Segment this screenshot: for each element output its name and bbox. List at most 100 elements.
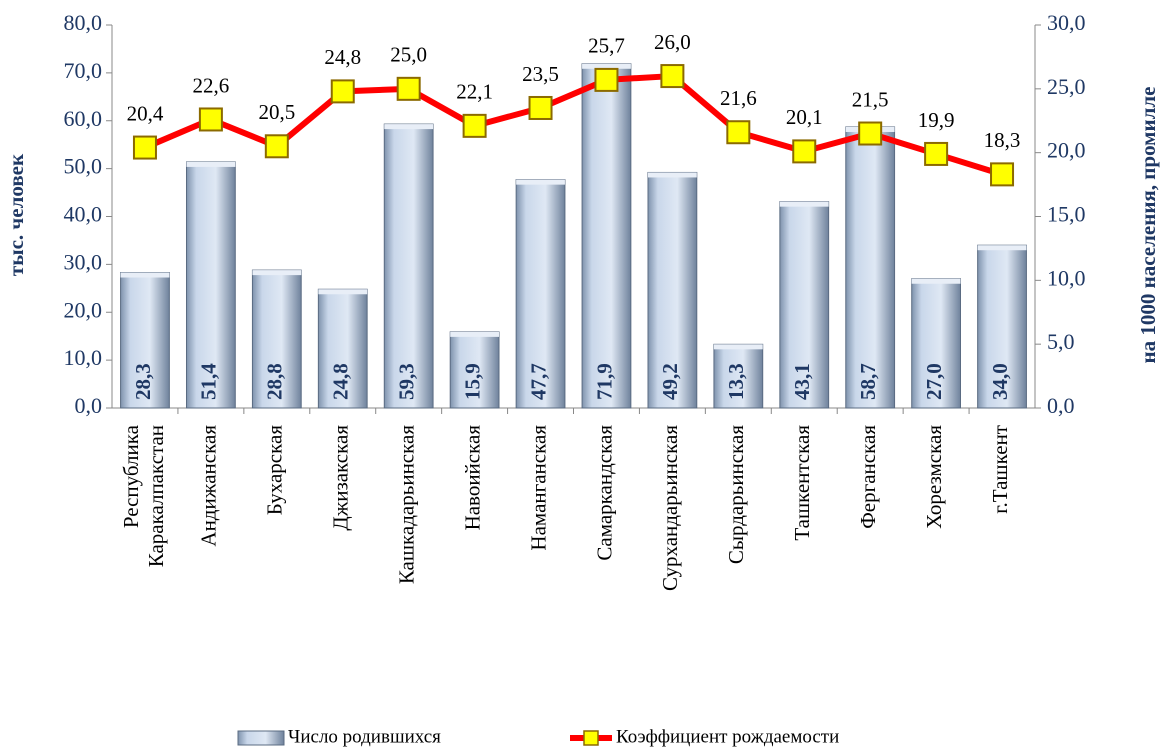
y2-axis-title: на 1000 населения, промилле — [1136, 87, 1160, 364]
y2-tick-label: 30,0 — [1047, 10, 1086, 35]
bar-value-label: 51,4 — [197, 363, 221, 400]
y2-tick-label: 15,0 — [1047, 202, 1086, 227]
line-value-label: 24,8 — [324, 45, 361, 69]
y-tick-label: 10,0 — [64, 345, 103, 370]
bar — [317, 288, 368, 409]
marker — [528, 95, 553, 120]
line-value-label: 25,7 — [588, 34, 625, 58]
x-tick-label: Сырдарьинская — [724, 425, 748, 564]
x-tick-label: Самаркандская — [592, 425, 616, 561]
bar-top — [516, 179, 565, 185]
y-tick-label: 0,0 — [75, 393, 103, 418]
bar-top — [252, 270, 302, 276]
y-tick-label: 30,0 — [64, 249, 103, 274]
bar-value-label: 49,2 — [658, 363, 682, 400]
line-value-label: 18,3 — [984, 128, 1021, 152]
bar — [977, 244, 1027, 409]
y-tick-label: 20,0 — [64, 297, 103, 322]
x-tick-label: Андижанская — [197, 425, 221, 547]
line-value-label: 22,6 — [193, 73, 230, 97]
x-tick-label: Кашкадарьинская — [394, 425, 418, 585]
bar-value-label: 27,0 — [922, 363, 946, 400]
bar-value-label: 47,7 — [526, 363, 550, 400]
bar-top — [779, 201, 829, 207]
y2-tick-label: 20,0 — [1047, 138, 1086, 163]
marker — [792, 139, 817, 164]
line-value-label: 22,1 — [456, 80, 493, 104]
bar-value-label: 15,9 — [460, 363, 484, 400]
line-value-label: 20,1 — [786, 105, 823, 129]
legend-label: Коэффициент рождаемости — [616, 726, 839, 747]
bar-value-label: 59,3 — [394, 363, 418, 400]
y-tick-label: 50,0 — [64, 154, 103, 179]
y-tick-label: 80,0 — [64, 10, 103, 35]
bar — [779, 201, 830, 409]
bar-value-label: 58,7 — [856, 363, 880, 400]
line-value-label: 26,0 — [654, 30, 691, 54]
x-tick-label: Ферганская — [856, 425, 880, 529]
bar — [383, 123, 434, 409]
bar-value-label: 28,8 — [263, 363, 287, 400]
line-value-label: 20,4 — [127, 101, 164, 125]
bar — [515, 179, 566, 409]
bar-value-label: 13,3 — [724, 363, 748, 400]
marker — [396, 76, 421, 101]
bar — [845, 126, 896, 409]
line-value-label: 21,5 — [852, 87, 889, 111]
line-value-label: 23,5 — [522, 62, 559, 86]
bar — [647, 171, 698, 409]
y2-tick-label: 25,0 — [1047, 74, 1086, 99]
bar-top — [582, 63, 631, 69]
bar-value-label: 34,0 — [988, 363, 1012, 400]
y2-tick-label: 5,0 — [1047, 329, 1075, 354]
marker — [726, 120, 751, 145]
marker — [198, 107, 223, 132]
marker — [132, 135, 157, 160]
marker — [660, 64, 685, 89]
bar-top — [713, 344, 763, 350]
bar — [581, 63, 632, 409]
bar-top — [450, 331, 500, 337]
bar-value-label: 28,3 — [131, 363, 155, 400]
y2-tick-label: 10,0 — [1047, 265, 1086, 290]
marker — [924, 141, 949, 166]
y-tick-label: 70,0 — [64, 58, 103, 83]
x-tick-label: Ташкентская — [790, 425, 814, 541]
bar-value-label: 24,8 — [329, 363, 353, 400]
marker — [858, 121, 883, 146]
bar — [120, 272, 170, 409]
x-tick-label: Навоийская — [460, 425, 484, 531]
bar-top — [977, 245, 1027, 251]
bar-top — [318, 289, 368, 295]
marker — [264, 134, 289, 159]
y-tick-label: 60,0 — [64, 106, 103, 131]
x-tick-label: г.Ташкент — [988, 425, 1012, 514]
legend-marker-icon — [583, 730, 599, 746]
bar — [713, 343, 764, 409]
line-value-label: 20,5 — [258, 100, 295, 124]
marker — [462, 113, 487, 138]
line-value-label: 21,6 — [720, 86, 757, 110]
y-axis-title: тыс. человек — [4, 153, 28, 276]
x-tick-label: Бухарская — [263, 425, 287, 516]
x-tick-label: Республика Каракалпакстан — [119, 424, 168, 572]
bar — [449, 331, 500, 409]
x-tick-label: Джизакская — [329, 425, 353, 531]
bar — [185, 161, 236, 409]
marker — [990, 162, 1015, 187]
line-value-label: 19,9 — [918, 108, 955, 132]
marker — [594, 67, 619, 92]
bar-top — [911, 278, 961, 284]
bar-top — [647, 172, 697, 178]
legend-bar-icon — [237, 730, 285, 746]
x-tick-label: Сурхандарьинская — [658, 425, 682, 591]
bar-top — [120, 272, 170, 278]
y2-tick-label: 0,0 — [1047, 393, 1075, 418]
bar-top — [186, 161, 236, 167]
bar — [251, 269, 302, 409]
line-value-label: 25,0 — [390, 43, 427, 67]
marker — [330, 79, 355, 104]
bar-top — [384, 124, 434, 130]
x-tick-label: Хорезмская — [922, 425, 946, 529]
